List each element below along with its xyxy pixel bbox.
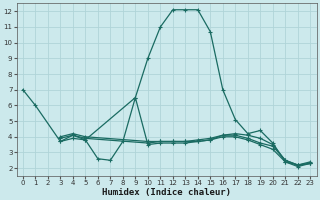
X-axis label: Humidex (Indice chaleur): Humidex (Indice chaleur) — [102, 188, 231, 197]
